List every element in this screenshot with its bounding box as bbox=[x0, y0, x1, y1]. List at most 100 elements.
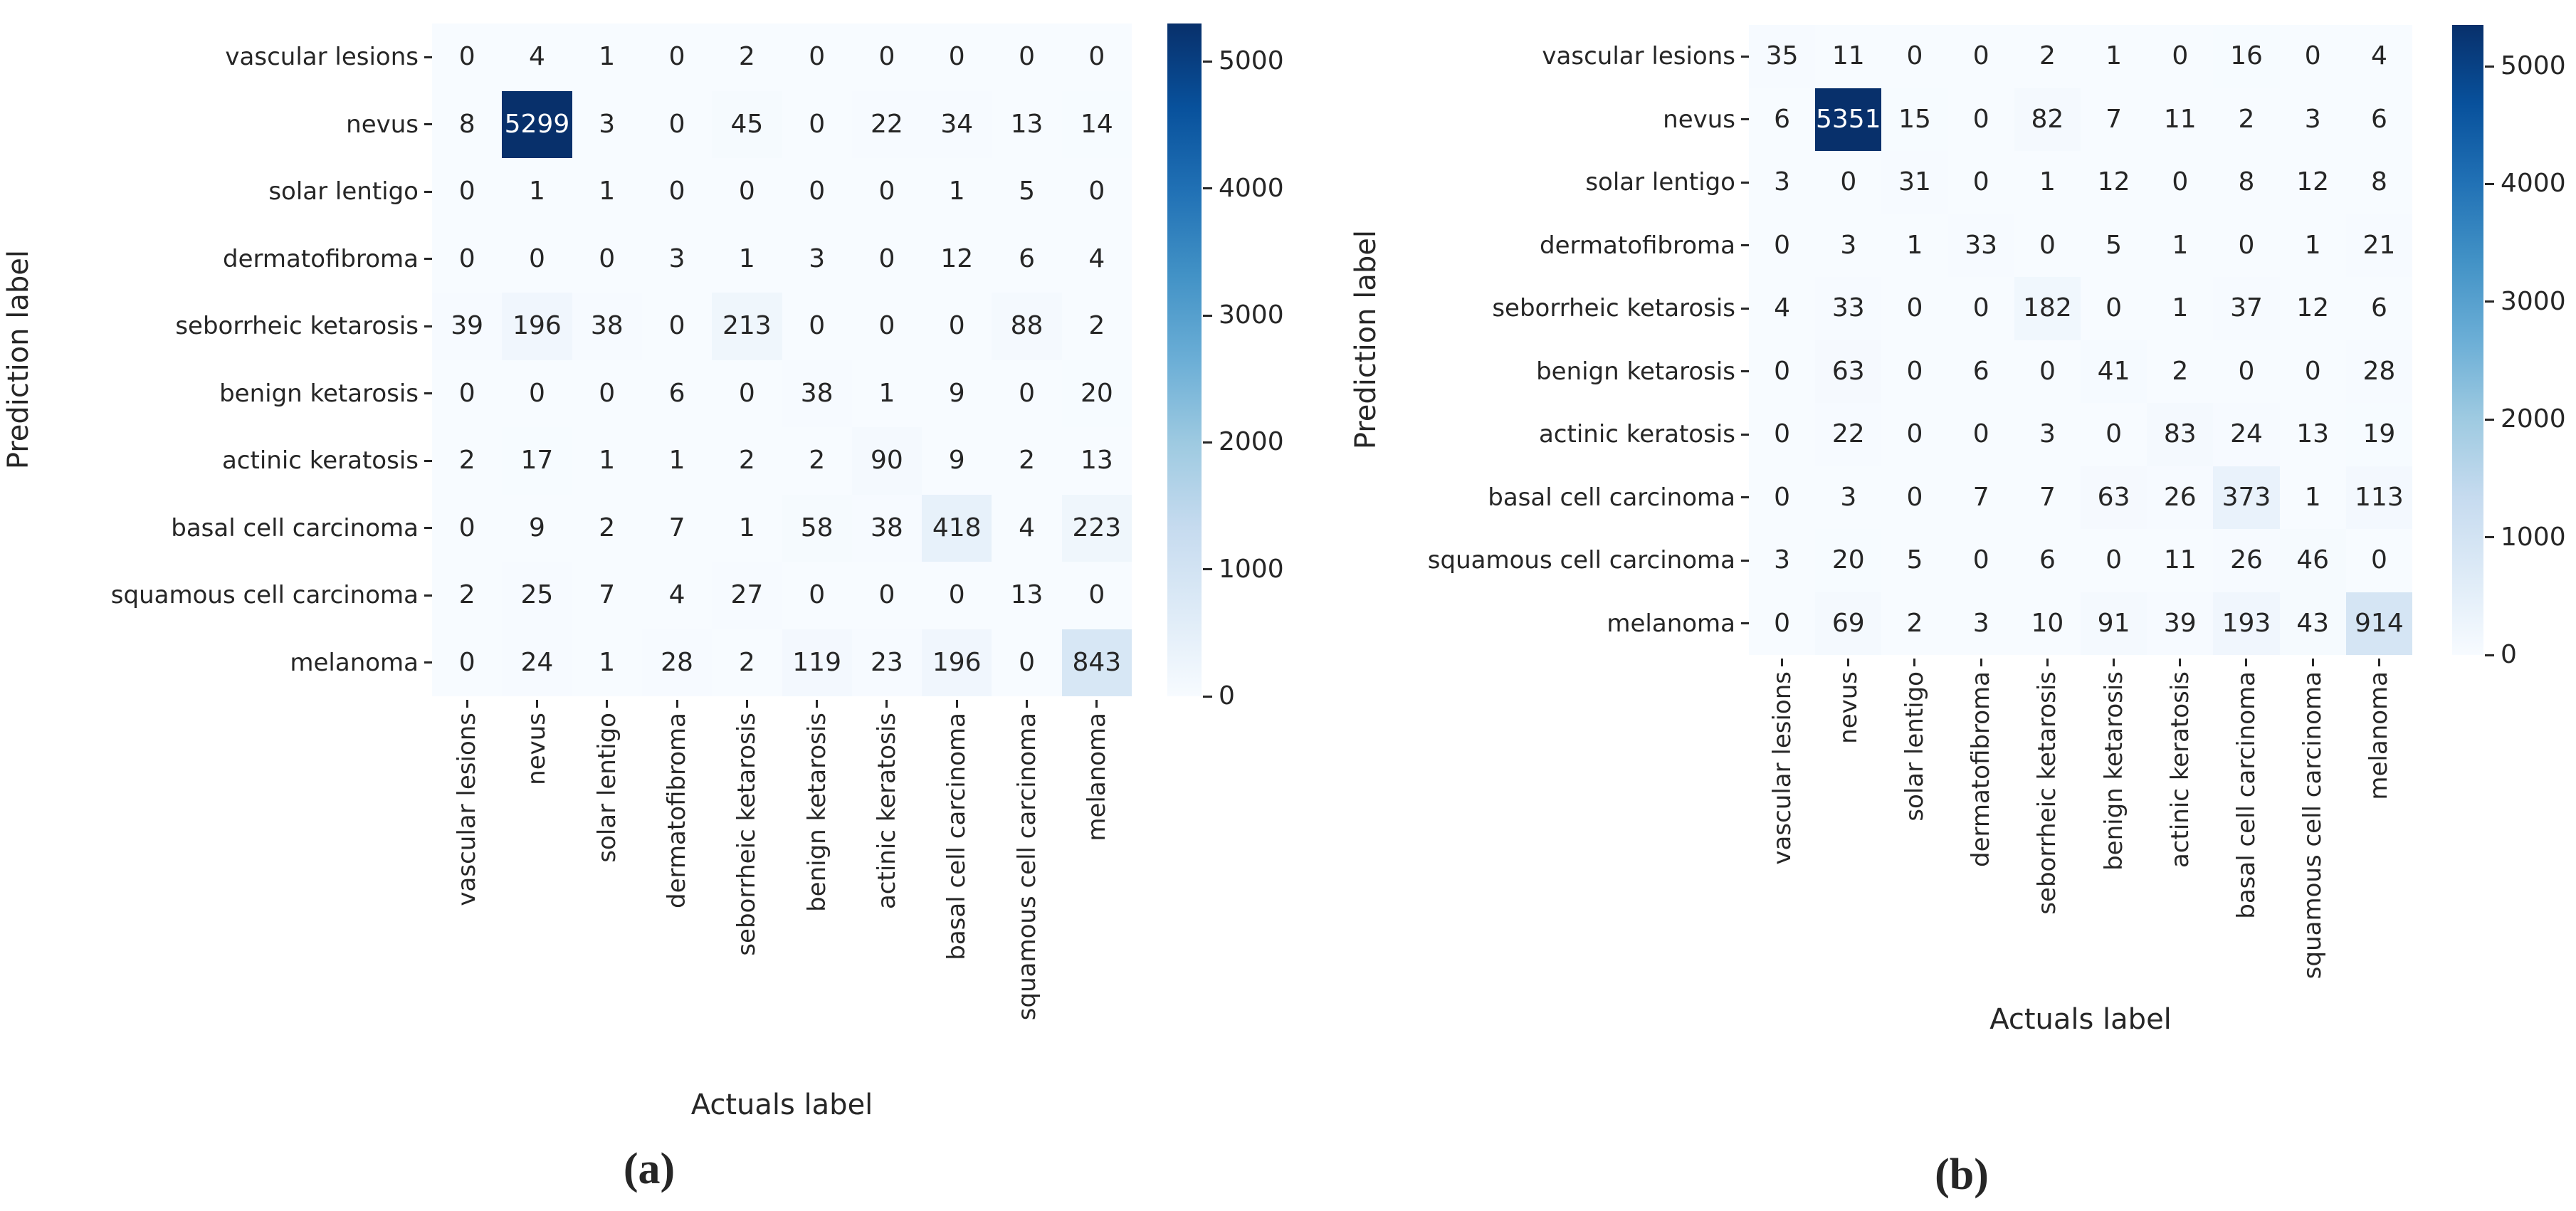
y-tick-mark bbox=[424, 325, 432, 327]
heatmap-cell: 0 bbox=[1881, 403, 1948, 466]
heatmap-cell: 13 bbox=[992, 562, 1062, 629]
heatmap-cell: 3 bbox=[2014, 403, 2081, 466]
heatmap-cell: 4 bbox=[502, 23, 572, 91]
heatmap-cell: 0 bbox=[2080, 277, 2147, 340]
heatmap-cell: 16 bbox=[2213, 25, 2280, 88]
heatmap-cell: 24 bbox=[2213, 403, 2280, 466]
heatmap-cell: 0 bbox=[1947, 403, 2014, 466]
heatmap-cell: 914 bbox=[2345, 592, 2412, 655]
x-tick-label: dermatofibroma bbox=[1948, 659, 2014, 867]
heatmap-cell: 3 bbox=[1947, 592, 2014, 655]
heatmap-cell: 0 bbox=[851, 158, 922, 226]
heatmap-cell: 10 bbox=[2014, 592, 2081, 655]
x-tick-mark bbox=[675, 700, 678, 708]
heatmap-cell: 1 bbox=[712, 225, 782, 293]
heatmap-cell: 38 bbox=[782, 360, 852, 427]
heatmap-cell: 43 bbox=[2279, 592, 2346, 655]
heatmap-cell: 3 bbox=[1749, 151, 1816, 214]
x-tick-labels: vascular lesions nevus solar lentigo dermat… bbox=[1749, 659, 2412, 979]
colorbar-tick: 4000 bbox=[2485, 171, 2566, 196]
heatmap-cell: 31 bbox=[1881, 151, 1948, 214]
x-tick-mark bbox=[745, 700, 748, 708]
heatmap-cell: 11 bbox=[1815, 25, 1882, 88]
y-tick-label: dermatofibroma bbox=[1317, 214, 1749, 278]
x-tick-label: basal cell carcinoma bbox=[922, 700, 992, 960]
heatmap-cell: 21 bbox=[2345, 214, 2412, 277]
y-tick-mark bbox=[424, 56, 432, 58]
x-tick-mark bbox=[466, 700, 468, 708]
heatmap-cell: 7 bbox=[1947, 466, 2014, 529]
x-axis-title: Actuals label bbox=[1989, 1003, 2172, 1036]
x-tick-label: actinic keratosis bbox=[2147, 659, 2213, 868]
heatmap-cell: 12 bbox=[922, 225, 992, 293]
y-tick-label: actinic keratosis bbox=[0, 427, 432, 495]
heatmap-cell: 196 bbox=[922, 629, 992, 696]
heatmap-cell: 7 bbox=[572, 562, 642, 629]
heatmap-cell: 1 bbox=[641, 427, 713, 495]
colorbar-tick-mark bbox=[2485, 300, 2494, 303]
heatmap-cell: 2 bbox=[992, 427, 1062, 495]
heatmap-cell: 1 bbox=[2080, 25, 2147, 88]
colorbar-tick: 0 bbox=[1203, 683, 1235, 709]
heatmap-cell: 27 bbox=[712, 562, 782, 629]
y-tick-mark bbox=[1741, 307, 1749, 310]
heatmap-cell: 3 bbox=[1749, 529, 1816, 592]
y-tick-mark bbox=[424, 392, 432, 395]
heatmap-cell: 0 bbox=[2147, 151, 2214, 214]
heatmap-cell: 6 bbox=[1749, 88, 1816, 151]
heatmap-cell: 63 bbox=[2080, 466, 2147, 529]
colorbar-tick-mark bbox=[2485, 182, 2494, 185]
colorbar-tick: 3000 bbox=[2485, 288, 2566, 315]
heatmap-cell: 0 bbox=[2213, 214, 2280, 277]
heatmap-cell: 15 bbox=[1881, 88, 1948, 151]
heatmap-cell: 3 bbox=[2279, 88, 2346, 151]
heatmap-cell: 0 bbox=[2279, 25, 2346, 88]
x-tick-mark bbox=[1980, 659, 1982, 666]
colorbar-tick: 5000 bbox=[2485, 53, 2566, 79]
heatmap-cell: 38 bbox=[572, 293, 642, 360]
colorbar-tick: 5000 bbox=[1203, 48, 1284, 74]
heatmap-cell: 23 bbox=[851, 629, 922, 696]
x-tick-mark bbox=[1913, 659, 1916, 666]
heatmap-cell: 0 bbox=[1061, 562, 1132, 629]
heatmap-cell: 0 bbox=[1881, 277, 1948, 340]
heatmap-cell: 6 bbox=[1947, 340, 2014, 403]
heatmap-cell: 46 bbox=[2279, 529, 2346, 592]
heatmap-cell: 28 bbox=[2345, 340, 2412, 403]
heatmap-cell: 5 bbox=[992, 158, 1062, 226]
x-tick-mark bbox=[1026, 700, 1029, 708]
heatmap-cell: 45 bbox=[712, 90, 782, 158]
y-tick-label: squamous cell carcinoma bbox=[0, 562, 432, 629]
heatmap-cell: 33 bbox=[1947, 214, 2014, 277]
heatmap-cell: 1 bbox=[712, 494, 782, 562]
y-tick-labels: vascular lesions nevus solar lentigo dermat… bbox=[0, 23, 432, 696]
heatmap-cell: 8 bbox=[432, 90, 503, 158]
y-tick-mark bbox=[424, 459, 432, 462]
heatmap-cell: 5 bbox=[1881, 529, 1948, 592]
heatmap-cell: 8 bbox=[2213, 151, 2280, 214]
heatmap-cell: 1 bbox=[572, 158, 642, 226]
y-tick-label: actinic keratosis bbox=[1317, 403, 1749, 466]
heatmap-cell: 9 bbox=[922, 427, 992, 495]
heatmap-cell: 0 bbox=[641, 90, 713, 158]
heatmap-cell: 0 bbox=[641, 23, 713, 91]
heatmap-cell: 25 bbox=[502, 562, 572, 629]
heatmap-cell: 5 bbox=[2080, 214, 2147, 277]
heatmap-cell: 0 bbox=[1749, 340, 1816, 403]
heatmap-cell: 0 bbox=[2080, 529, 2147, 592]
x-tick-mark bbox=[1781, 659, 1784, 666]
heatmap-cell: 0 bbox=[2014, 214, 2081, 277]
y-tick-label: basal cell carcinoma bbox=[0, 495, 432, 562]
y-tick-mark bbox=[1741, 433, 1749, 436]
x-tick-label: actinic keratosis bbox=[852, 700, 922, 909]
heatmap-cell: 1 bbox=[572, 427, 642, 495]
x-tick-mark bbox=[816, 700, 819, 708]
heatmap-cell: 26 bbox=[2147, 466, 2214, 529]
y-tick-label: melanoma bbox=[0, 629, 432, 697]
heatmap-cell: 0 bbox=[1061, 158, 1132, 226]
x-tick-mark bbox=[885, 700, 888, 708]
heatmap-cell: 2 bbox=[2014, 25, 2081, 88]
heatmap-cell: 0 bbox=[851, 562, 922, 629]
heatmap-cell: 0 bbox=[432, 360, 503, 427]
